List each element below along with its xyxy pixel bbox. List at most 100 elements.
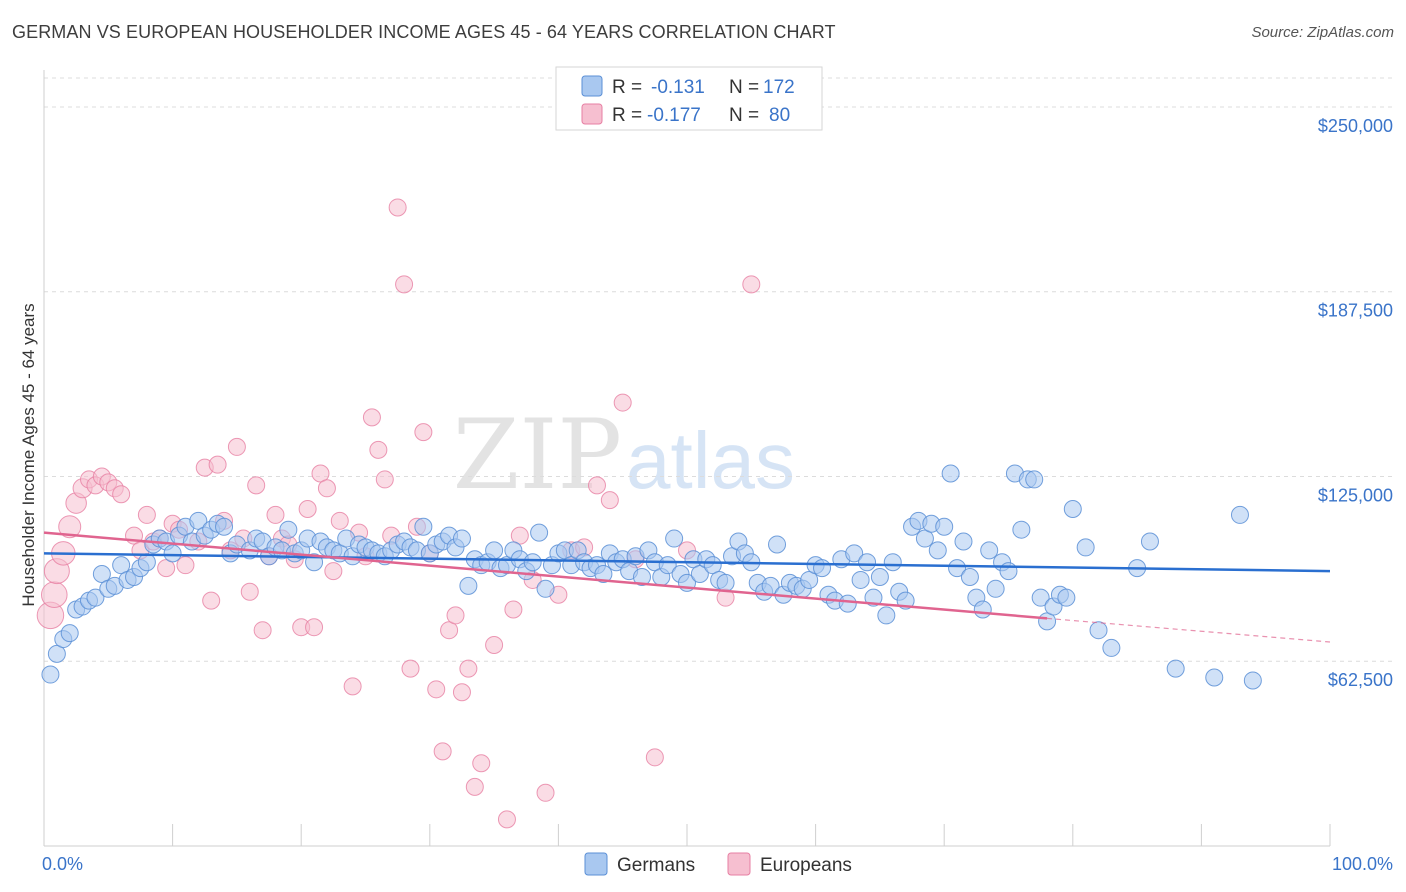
germans-point — [215, 517, 234, 536]
legend: R = -0.131 N = 172 R = -0.177 N = 80 — [555, 66, 823, 131]
europeans-point — [137, 505, 156, 524]
germans-point — [1140, 532, 1159, 551]
y-tick-label: $62,500 — [1328, 670, 1393, 690]
germans-point — [973, 600, 992, 619]
bottom-legend-label-europeans: Europeans — [760, 855, 852, 876]
europeans-point — [208, 455, 227, 474]
germans-point — [632, 567, 651, 586]
y-tick-label: $187,500 — [1318, 301, 1393, 321]
germans-point — [870, 567, 889, 586]
germans-point — [1063, 499, 1082, 518]
europeans-point — [305, 618, 324, 637]
bottom-legend-swatch-germans — [584, 852, 608, 876]
x-tick-labels: 0.0% 100.0% — [42, 854, 1393, 874]
germans-point — [1076, 538, 1095, 557]
trend-lines — [43, 531, 1331, 643]
europeans-points — [36, 198, 761, 829]
germans-point — [1243, 671, 1262, 690]
germans-point — [452, 529, 471, 548]
chart-source: Source: ZipAtlas.com — [1251, 24, 1394, 41]
europeans-point — [388, 198, 407, 217]
chart-title: GERMAN VS EUROPEAN HOUSEHOLDER INCOME AG… — [12, 22, 836, 42]
europeans-point — [253, 621, 272, 640]
germans-point — [877, 606, 896, 625]
germans-point — [41, 665, 60, 684]
legend-swatch-germans — [581, 75, 603, 97]
germans-point — [485, 541, 504, 560]
germans-point — [414, 517, 433, 536]
germans-point — [941, 464, 960, 483]
watermark-atlas: atlas — [626, 416, 795, 505]
germans-point — [954, 532, 973, 551]
germans-points — [41, 464, 1262, 690]
europeans-point — [497, 810, 516, 829]
europeans-point — [395, 275, 414, 294]
europeans-point — [459, 659, 478, 678]
y-tick-label: $250,000 — [1318, 116, 1393, 136]
bottom-legend-label-germans: Germans — [617, 855, 695, 876]
germans-point — [813, 559, 832, 578]
europeans-point — [324, 562, 343, 581]
legend-r-label-europeans: R = — [612, 105, 642, 126]
y-axis-label: Householder Income Ages 45 - 64 years — [19, 303, 38, 606]
europeans-point — [536, 783, 555, 802]
europeans-point — [465, 777, 484, 796]
europeans-trend-line — [43, 531, 1048, 620]
germans-point — [1057, 588, 1076, 607]
europeans-point — [266, 505, 285, 524]
europeans-point — [343, 677, 362, 696]
germans-point — [1205, 668, 1224, 687]
germans-point — [665, 529, 684, 548]
germans-point — [935, 517, 954, 536]
germans-point — [986, 579, 1005, 598]
legend-n-label-europeans: N = — [729, 105, 759, 126]
europeans-point — [613, 393, 632, 412]
y-tick-labels: $62,500 $125,000 $187,500 $250,000 — [1318, 116, 1393, 690]
germans-point — [928, 541, 947, 560]
europeans-point — [369, 440, 388, 459]
germans-trend-line — [43, 552, 1331, 573]
germans-point — [1102, 638, 1121, 657]
germans-point — [523, 553, 542, 572]
germans-point — [980, 541, 999, 560]
germans-point — [716, 573, 735, 592]
europeans-point — [427, 680, 446, 699]
legend-r-label-germans: R = — [612, 77, 642, 98]
germans-point — [845, 544, 864, 563]
europeans-point — [240, 582, 259, 601]
germans-point — [768, 535, 787, 554]
germans-point — [530, 523, 549, 542]
axes — [43, 70, 1331, 847]
germans-point — [536, 579, 555, 598]
germans-point — [1025, 470, 1044, 489]
germans-point — [86, 588, 105, 607]
europeans-point — [504, 600, 523, 619]
legend-n-label-germans: N = — [729, 77, 759, 98]
germans-point — [594, 565, 613, 584]
europeans-point — [401, 659, 420, 678]
legend-r-value-germans: -0.131 — [651, 77, 705, 98]
europeans-point — [600, 491, 619, 510]
germans-point — [1089, 621, 1108, 640]
x-tick-label: 100.0% — [1332, 854, 1393, 874]
x-tick-label: 0.0% — [42, 854, 83, 874]
europeans-point — [362, 408, 381, 427]
germans-point — [1166, 659, 1185, 678]
europeans-point — [414, 423, 433, 442]
europeans-point — [112, 485, 131, 504]
bottom-legend-swatch-europeans — [727, 852, 751, 876]
watermark: ZIP atlas — [453, 399, 795, 511]
europeans-point — [176, 556, 195, 575]
y-tick-label: $125,000 — [1318, 485, 1393, 505]
europeans-point — [227, 437, 246, 456]
europeans-point — [452, 683, 471, 702]
germans-point — [851, 570, 870, 589]
europeans-point — [433, 742, 452, 761]
europeans-point — [472, 754, 491, 773]
germans-point — [838, 594, 857, 613]
europeans-point — [40, 581, 68, 609]
europeans-point — [247, 476, 266, 495]
europeans-point — [202, 591, 221, 610]
germans-point — [279, 520, 298, 539]
